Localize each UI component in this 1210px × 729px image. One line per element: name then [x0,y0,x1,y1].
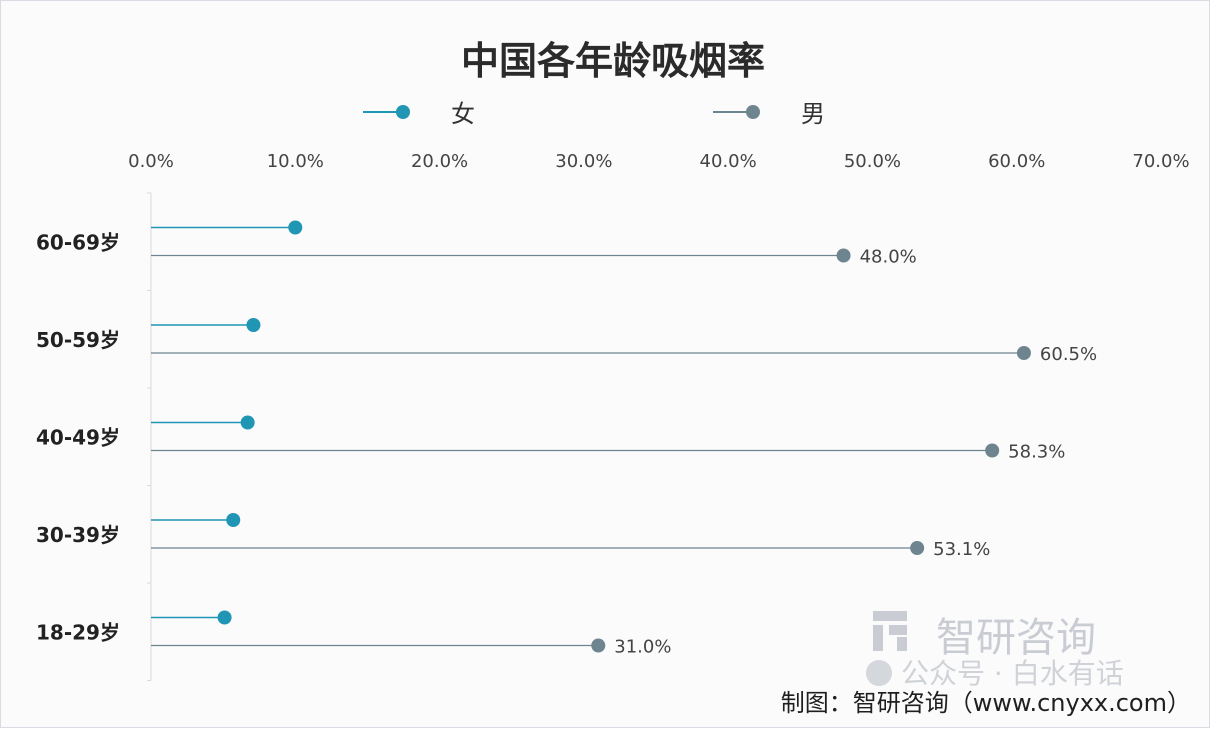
watermark: 智研咨询 公众号 · 白水有话 [866,611,1124,690]
category-label: 60-69岁 [36,231,120,255]
data-label: 31.0% [614,637,671,658]
data-label: 60.5% [1040,344,1097,365]
watermark-logo-icon [873,611,907,651]
x-tick-label: 60.0% [988,151,1045,172]
category-label: 30-39岁 [36,523,120,547]
x-tick-label: 20.0% [411,151,468,172]
legend: 女男 [363,100,825,128]
category-label: 18-29岁 [36,621,120,645]
x-tick-label: 50.0% [844,151,901,172]
point-male [591,638,606,653]
point-female [217,610,232,625]
x-tick-label: 40.0% [700,151,757,172]
legend-marker-0 [396,105,410,119]
category-label: 50-59岁 [36,328,120,352]
legend-label-0: 女 [451,100,475,128]
watermark-wechat: 公众号 · 白水有话 [901,657,1124,690]
x-axis-ticks: 0.0% 10.0% 20.0% 30.0% 40.0% 50.0% 60.0% 70.0% [128,151,1189,172]
point-female [240,415,255,430]
point-male [836,248,851,263]
point-female [288,220,303,235]
watermark-brand: 智研咨询 [936,615,1096,661]
wechat-icon [866,660,892,686]
point-female [246,318,261,332]
chart-title: 中国各年龄吸烟率 [461,38,765,83]
x-tick-label: 70.0% [1132,151,1189,172]
data-label: 58.3% [1008,442,1065,463]
category-labels: 60-69岁 50-59岁 40-49岁 30-39岁 18-29岁 [36,231,120,645]
x-tick-label: 0.0% [128,151,174,172]
data-label: 48.0% [860,247,917,268]
legend-marker-1 [746,105,760,119]
series-marks: 48.0% 60.5% 58.3% 53.1% 31.0% [151,220,1097,658]
point-male [1016,346,1031,360]
legend-label-1: 男 [801,100,825,128]
point-female [226,513,241,527]
x-tick-label: 10.0% [267,151,324,172]
x-tick-label: 30.0% [555,151,612,172]
y-axis [147,192,152,681]
category-label: 40-49岁 [36,426,120,450]
point-male [985,443,1000,458]
data-label: 53.1% [933,539,990,560]
point-male [910,541,925,555]
chart-credit: 制图：智研咨询（www.cnyxx.com） [781,689,1191,717]
